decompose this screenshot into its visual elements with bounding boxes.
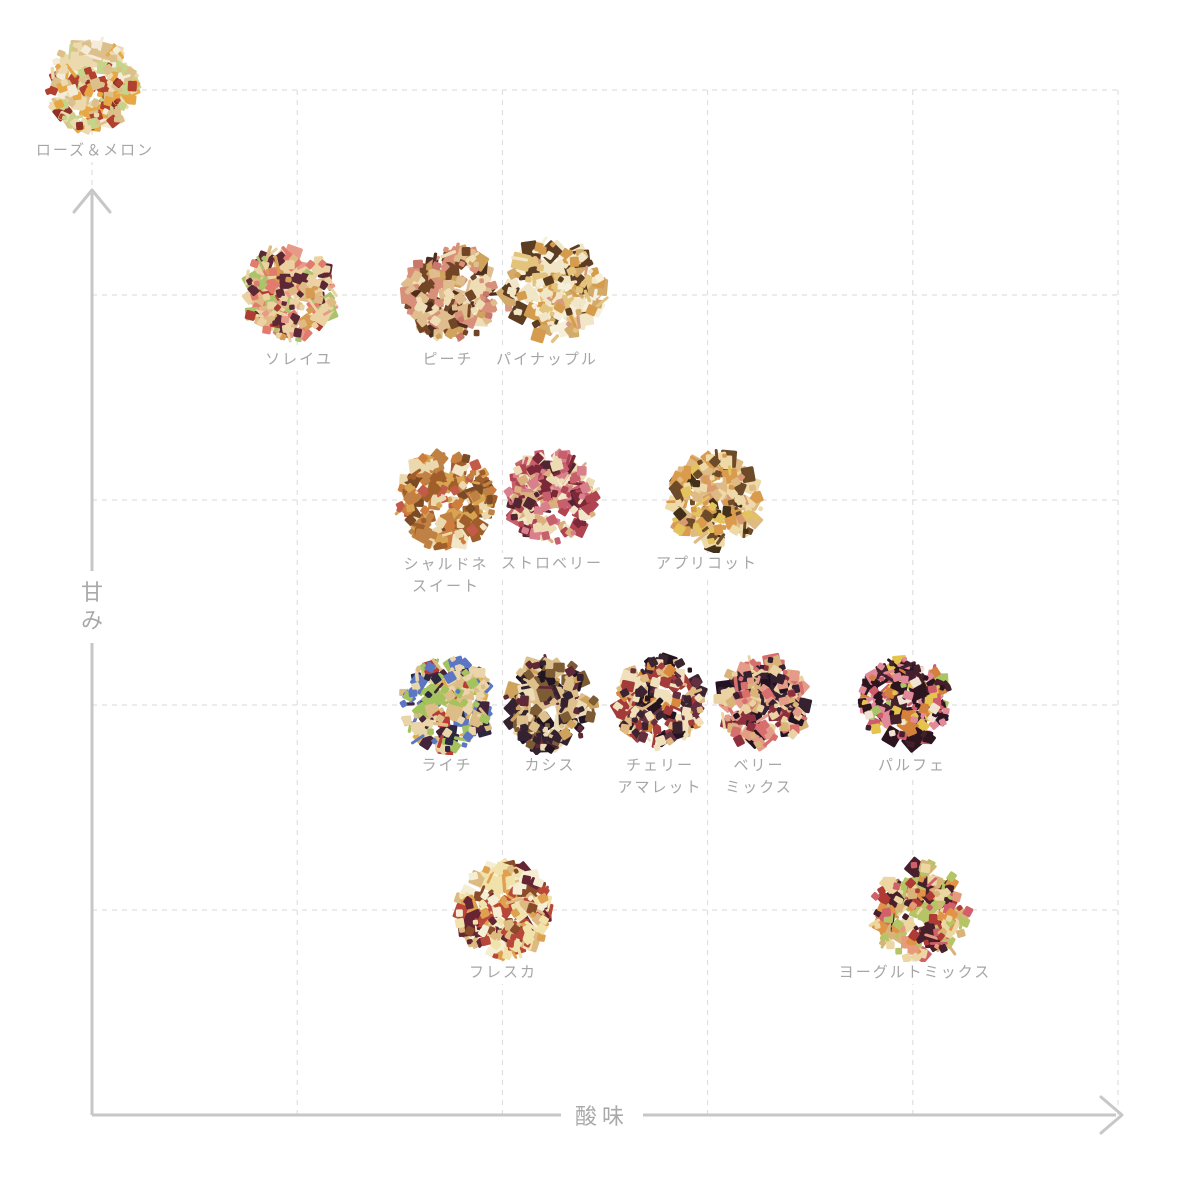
- point-label-pineapple: パイナップル: [492, 349, 602, 371]
- tea-ball-strawberry: [493, 439, 609, 555]
- point-label-apricot: アプリコット: [651, 553, 763, 575]
- tea-ball-pineapple: [491, 228, 617, 354]
- tea-ball-parfait: [846, 644, 964, 762]
- point-label-cassis: カシス: [520, 755, 580, 777]
- tea-ball-berry-mix: [705, 645, 821, 761]
- tea-ball-fresca: [443, 851, 563, 971]
- tea-ball-rose-melon: [34, 28, 150, 144]
- point-label-yogurt-mix: ヨーグルトミックス: [834, 962, 996, 984]
- x-axis-label: 酸味: [560, 1097, 644, 1133]
- tea-ball-cassis: [491, 646, 607, 762]
- point-label-rose-melon: ローズ＆メロン: [31, 140, 159, 162]
- point-label-peach: ピーチ: [418, 349, 478, 371]
- point-label-strawberry: ストロベリー: [496, 553, 608, 575]
- point-label-parfait: パルフェ: [873, 755, 951, 777]
- point-label-fresca: フレスカ: [464, 962, 542, 984]
- point-label-berry-mix: ベリー ミックス: [721, 755, 797, 799]
- y-axis-arrow-icon: [72, 188, 112, 214]
- tea-ball-chardonnay-sweet: [385, 439, 507, 561]
- x-axis-arrow-icon: [1099, 1095, 1124, 1135]
- tea-ball-soleil: [230, 234, 350, 354]
- tea-ball-lychee: [388, 645, 508, 765]
- point-label-soleil: ソレイユ: [261, 349, 337, 371]
- y-axis-label: 甘み: [79, 571, 105, 643]
- tea-ball-peach: [392, 234, 512, 354]
- point-label-lychee: ライチ: [417, 755, 477, 777]
- tea-ball-apricot: [655, 440, 775, 560]
- tea-ball-yogurt-mix: [858, 850, 982, 974]
- point-label-cherry-amaretto: チェリー アマレット: [613, 755, 707, 799]
- tea-ball-cherry-amaretto: [603, 645, 719, 761]
- point-label-chardonnay-sweet: シャルドネ スイート: [399, 554, 493, 598]
